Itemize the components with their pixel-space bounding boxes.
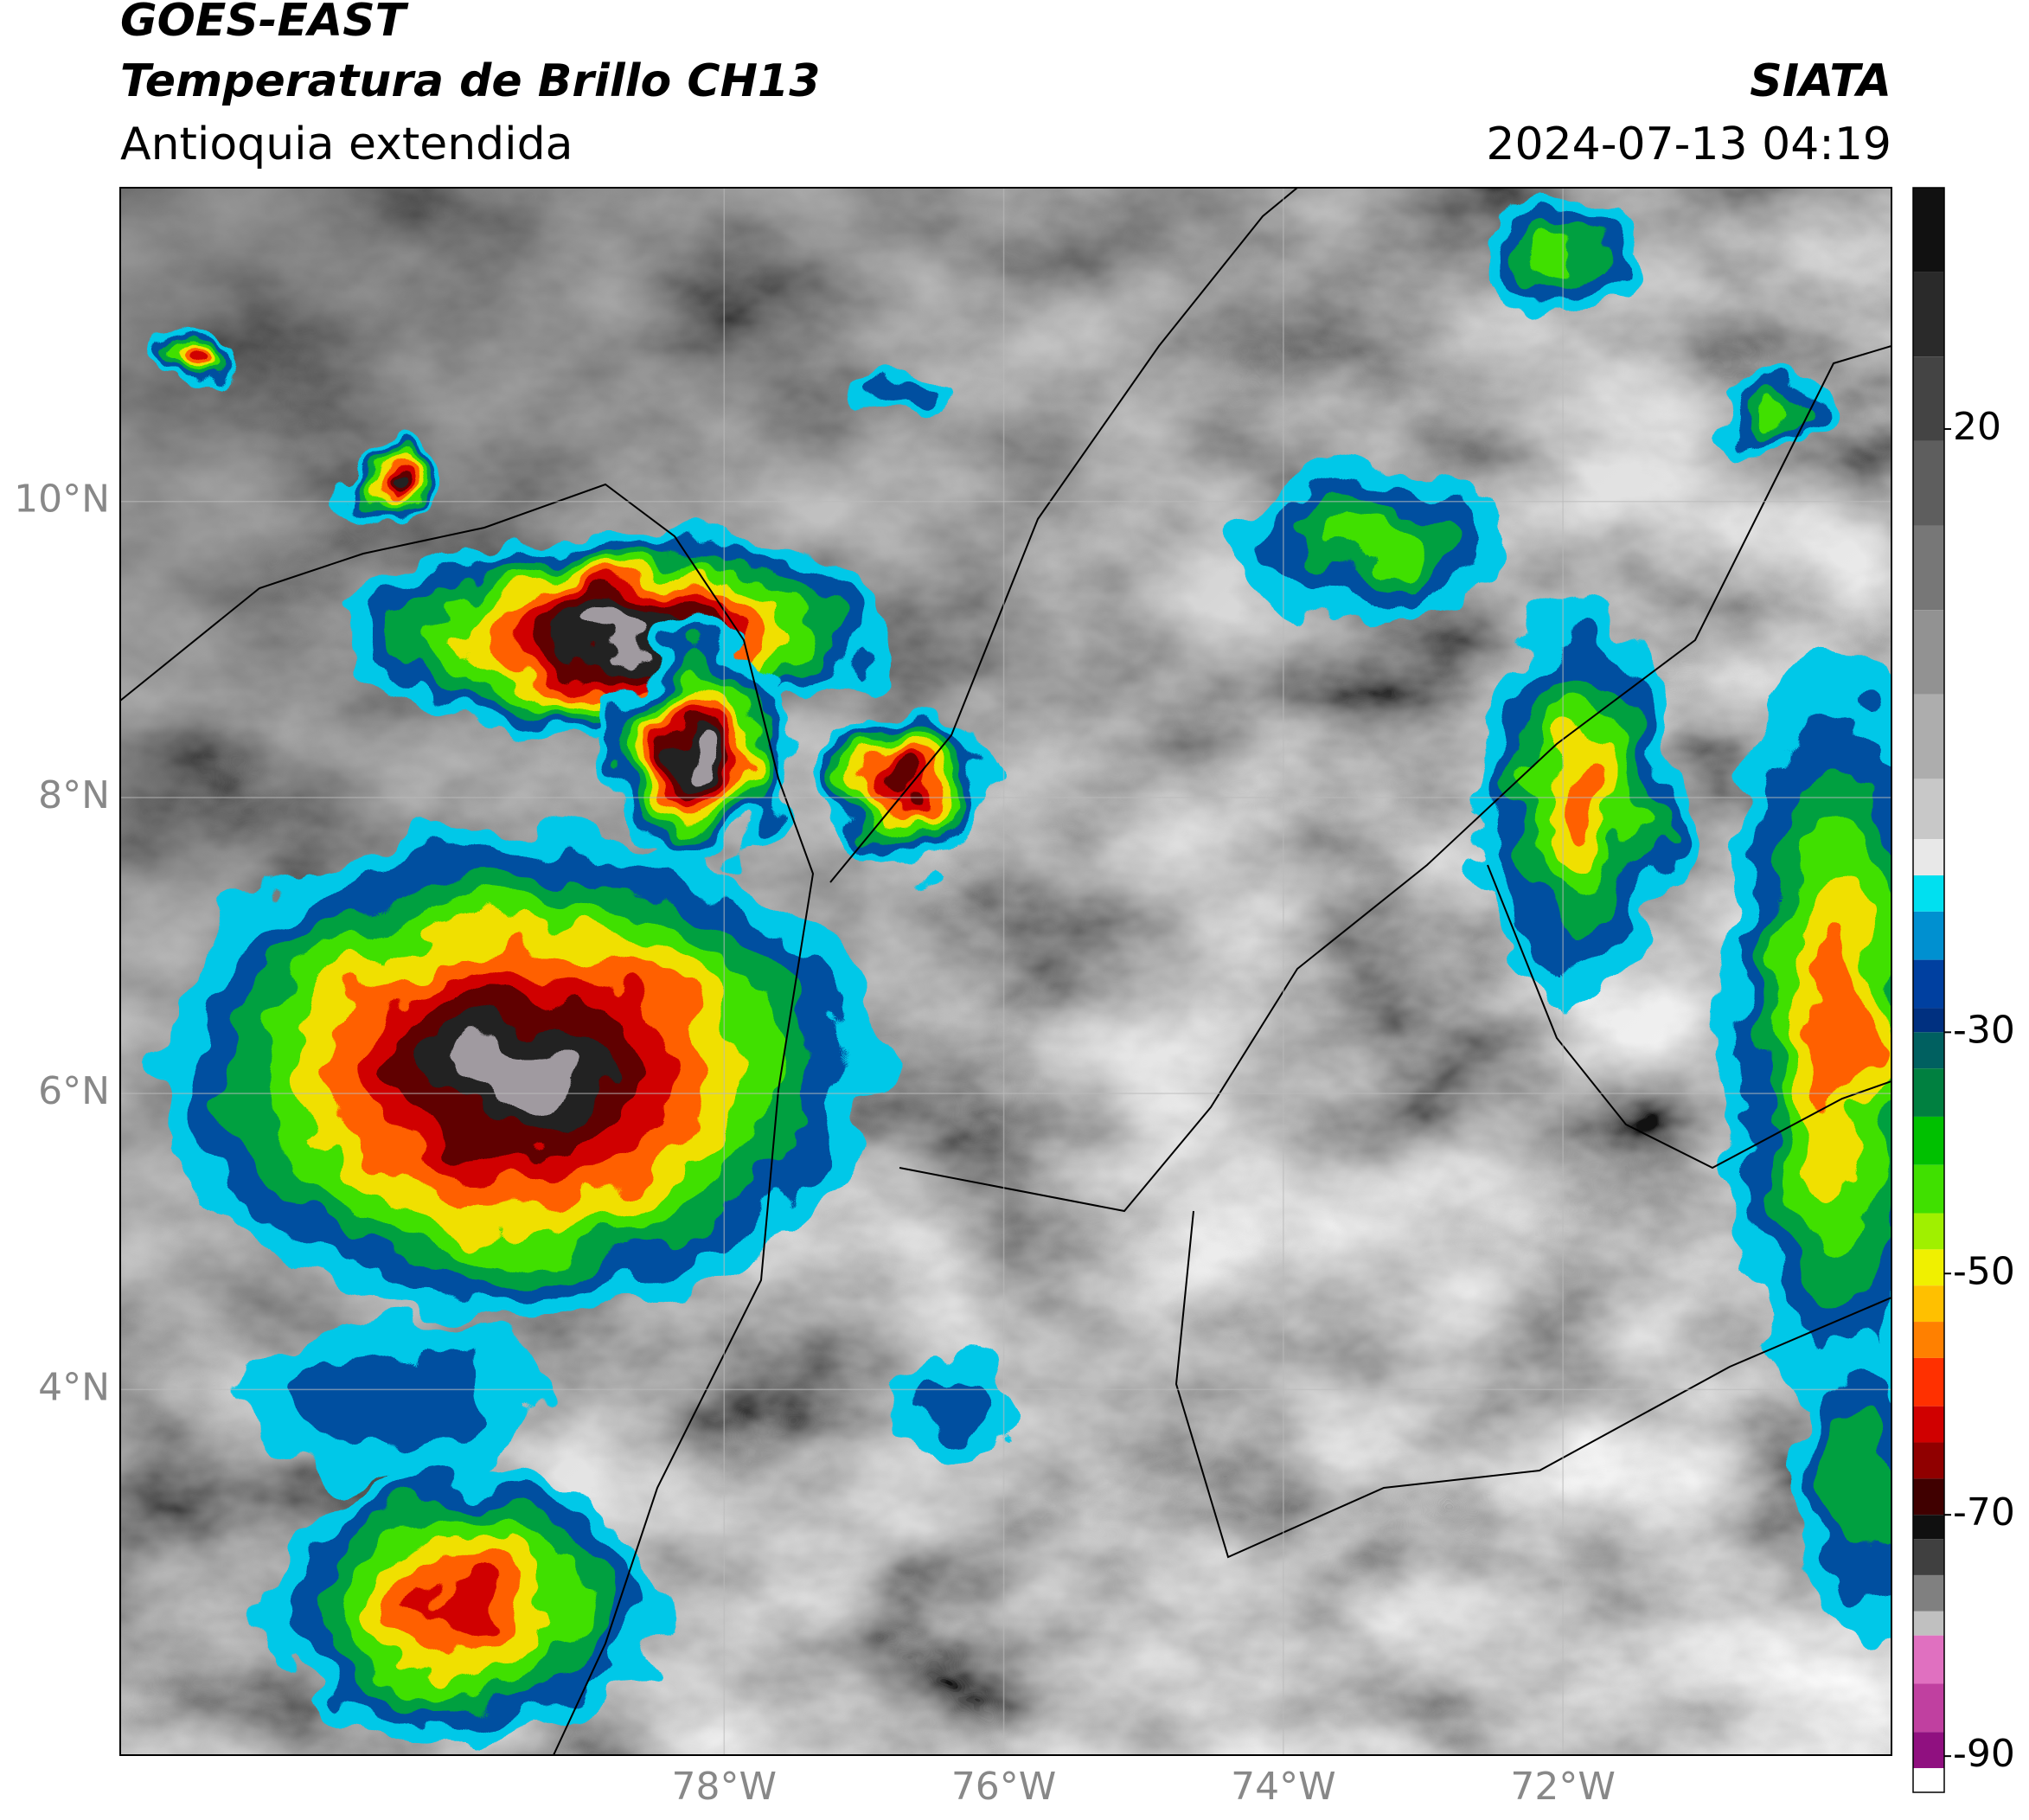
datetime: 2024-07-13 04:19 [1486,119,1891,170]
y-tick-label: 8°N [38,773,110,817]
colorbar-band [1913,1116,1944,1165]
storm-layer [918,1378,998,1443]
map-frame [119,187,1892,1756]
colorbar-band [1913,1442,1944,1479]
title: GOES-EAST [120,0,409,47]
colorbar-band [1913,1611,1944,1636]
colorbar-band [1913,1357,1944,1407]
colorbar-frame [1912,187,1945,1793]
y-tick-label: 10°N [14,477,110,522]
colorbar-band [1913,1032,1944,1069]
colorbar: 20 -30 -50 -70 -90 [1912,187,2015,1793]
colorbar-band [1913,1478,1944,1516]
colorbar-band [1913,272,1944,357]
colorbar-band [1913,875,1944,912]
border [120,483,815,1755]
colorbar-band [1913,911,1944,960]
colorbar-band [1913,1008,1944,1033]
storm-layer [1754,401,1791,428]
colorbar-band [1913,1406,1944,1443]
colorbar-band [1913,1285,1944,1323]
colorbar-tick-label: 20 [1953,405,2001,449]
storm-layer [463,1036,573,1112]
colorbar-band [1913,694,1944,779]
colorbar-band [1913,188,1944,272]
x-tick-label: 72°W [1510,1765,1616,1809]
borders [120,188,1891,1755]
colorbar-band [1913,1635,1944,1684]
storm-layer [1808,941,1866,1130]
storm-layer [1553,755,1604,849]
colorbar-band [1913,525,1944,611]
subtitle: Temperatura de Brillo CH13 [120,55,820,107]
x-tick-label: 76°W [951,1765,1057,1809]
grid [120,188,1891,1755]
x-tick-label: 74°W [1231,1765,1336,1809]
border [1487,864,1891,1170]
storm-layer [379,471,397,487]
colorbar-tick-label: -70 [1953,1490,2015,1535]
colorbar-band [1913,959,1944,1009]
colorbar-tick-label: -90 [1953,1732,2015,1776]
storm-layer [1525,236,1580,282]
border [829,188,1298,883]
border [1175,1210,1891,1559]
colorbar-band [1913,1213,1944,1250]
border [899,345,1891,1213]
colorbar-band [1913,440,1944,526]
storm-layer [1834,1419,1891,1558]
colorbar-tick-label: -30 [1953,1008,2015,1052]
colorbar-band [1913,1515,1944,1540]
colorbar-band [1913,356,1944,441]
colorbar-band [1913,1164,1944,1214]
colorbar-band [1913,1322,1944,1358]
storm-layer [874,388,938,413]
storm-layer [579,618,662,650]
colorbar-band [1913,610,1944,695]
colorbar-band [1913,1539,1944,1575]
region: Antioquia extendida [120,119,573,170]
colorbar-band [1913,839,1944,875]
colorbar-band [1913,1574,1944,1612]
y-tick-label: 4°N [38,1365,110,1409]
colorbar-band [1913,1249,1944,1286]
storm-layer [292,1349,484,1445]
storm-layer [1326,516,1417,571]
colorbar-band [1913,1732,1944,1769]
colorbar-band [1913,779,1944,840]
map-image [120,188,1891,1755]
storm-layer [685,733,713,769]
colorbar-band [1913,1768,1944,1792]
storm-layer [425,1574,507,1635]
colorbar-band [1913,1683,1944,1733]
colorbar-tick-label: -50 [1953,1249,2015,1293]
colorbar-band [1913,1068,1944,1117]
source: SIATA [1750,55,1891,107]
y-tick-label: 6°N [38,1069,110,1113]
storm-layer [184,349,204,363]
x-tick-label: 78°W [672,1765,778,1809]
